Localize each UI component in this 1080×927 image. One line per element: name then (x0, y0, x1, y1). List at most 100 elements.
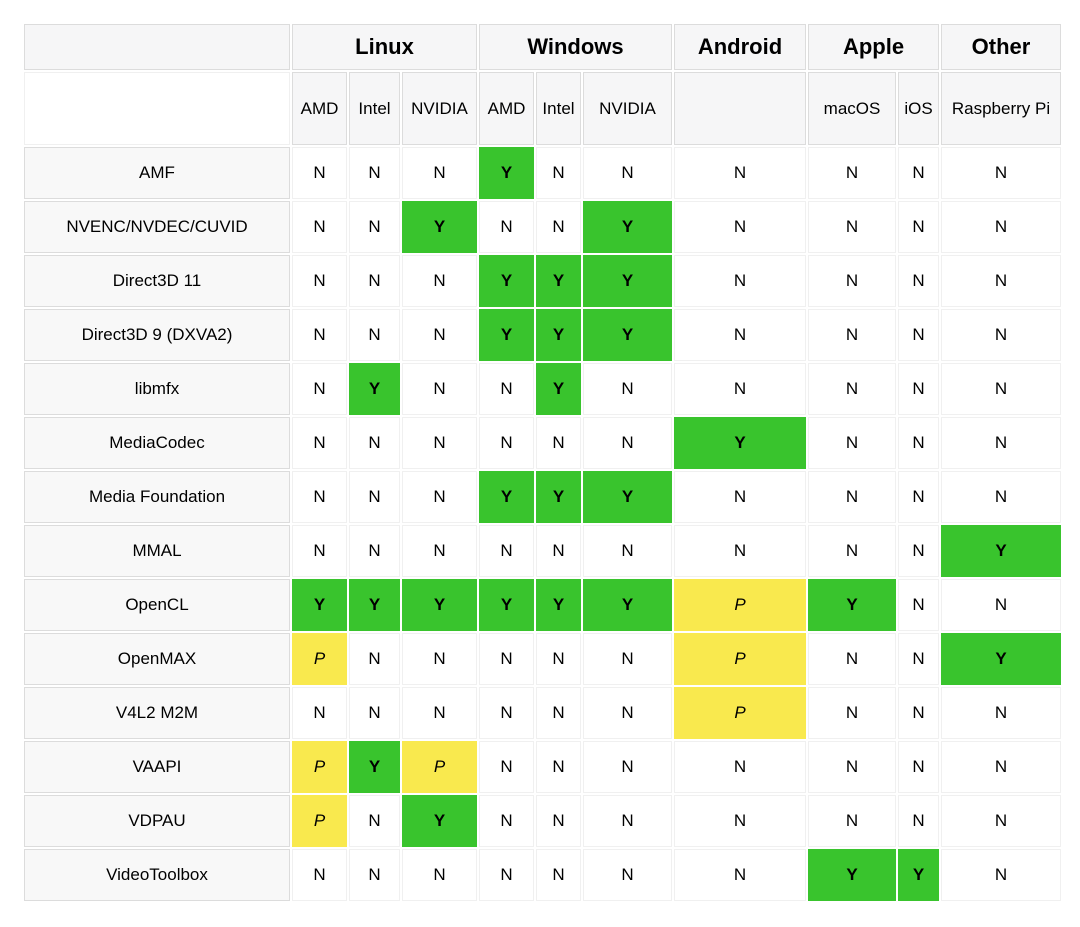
cell-amf-windows-amd: Y (479, 147, 534, 199)
cell-nvenc-nvdec-cuvid-ios: N (898, 201, 939, 253)
platform-header-android: Android (674, 24, 806, 70)
cell-vaapi-macos: N (808, 741, 896, 793)
row-label-direct3d-9-dxva2: Direct3D 9 (DXVA2) (24, 309, 290, 361)
row-label-media-foundation: Media Foundation (24, 471, 290, 523)
table-row-libmfx: libmfx N Y N N Y N N N N N (24, 363, 1061, 415)
vendor-header-raspberry-pi: Raspberry Pi (941, 72, 1061, 145)
cell-v4l2-m2m-windows-amd: N (479, 687, 534, 739)
cell-videotoolbox-ios: Y (898, 849, 939, 901)
cell-vaapi-ios: N (898, 741, 939, 793)
cell-libmfx-windows-nvidia: N (583, 363, 672, 415)
vendor-header-windows-nvidia: NVIDIA (583, 72, 672, 145)
table-row-v4l2-m2m: V4L2 M2M N N N N N N P N N N (24, 687, 1061, 739)
row-label-openmax: OpenMAX (24, 633, 290, 685)
cell-libmfx-linux-amd: N (292, 363, 347, 415)
cell-videotoolbox-linux-nvidia: N (402, 849, 477, 901)
cell-mediacodec-linux-amd: N (292, 417, 347, 469)
cell-amf-macos: N (808, 147, 896, 199)
cell-vaapi-linux-nvidia: P (402, 741, 477, 793)
cell-vdpau-linux-amd: P (292, 795, 347, 847)
cell-direct3d-9-dxva2-windows-intel: Y (536, 309, 581, 361)
platform-header-apple: Apple (808, 24, 939, 70)
cell-videotoolbox-linux-amd: N (292, 849, 347, 901)
cell-nvenc-nvdec-cuvid-linux-amd: N (292, 201, 347, 253)
cell-direct3d-9-dxva2-macos: N (808, 309, 896, 361)
platform-header-row: Linux Windows Android Apple Other (24, 24, 1061, 70)
cell-libmfx-linux-nvidia: N (402, 363, 477, 415)
table-body: AMF N N N Y N N N N N N NVENC/NVDEC/CUVID N N Y N N Y N N N N… (24, 147, 1061, 901)
cell-direct3d-9-dxva2-linux-nvidia: N (402, 309, 477, 361)
cell-openmax-macos: N (808, 633, 896, 685)
cell-mmal-linux-intel: N (349, 525, 400, 577)
cell-v4l2-m2m-linux-intel: N (349, 687, 400, 739)
cell-videotoolbox-windows-intel: N (536, 849, 581, 901)
cell-openmax-raspberry-pi: Y (941, 633, 1061, 685)
cell-nvenc-nvdec-cuvid-android: N (674, 201, 806, 253)
cell-direct3d-9-dxva2-android: N (674, 309, 806, 361)
cell-opencl-linux-intel: Y (349, 579, 400, 631)
table-row-opencl: OpenCL Y Y Y Y Y Y P Y N N (24, 579, 1061, 631)
platform-header-other: Other (941, 24, 1061, 70)
table-row-mediacodec: MediaCodec N N N N N N Y N N N (24, 417, 1061, 469)
cell-media-foundation-windows-nvidia: Y (583, 471, 672, 523)
vendor-header-linux-intel: Intel (349, 72, 400, 145)
row-label-vdpau: VDPAU (24, 795, 290, 847)
cell-mmal-linux-nvidia: N (402, 525, 477, 577)
cell-vaapi-windows-intel: N (536, 741, 581, 793)
cell-v4l2-m2m-linux-nvidia: N (402, 687, 477, 739)
vendor-header-android (674, 72, 806, 145)
cell-openmax-linux-nvidia: N (402, 633, 477, 685)
hwaccel-support-table: Linux Windows Android Apple Other AMD Intel NV… (22, 22, 1063, 903)
cell-videotoolbox-macos: Y (808, 849, 896, 901)
row-label-mmal: MMAL (24, 525, 290, 577)
cell-direct3d-11-ios: N (898, 255, 939, 307)
cell-vaapi-linux-intel: Y (349, 741, 400, 793)
cell-direct3d-9-dxva2-linux-amd: N (292, 309, 347, 361)
cell-openmax-windows-intel: N (536, 633, 581, 685)
table-row-amf: AMF N N N Y N N N N N N (24, 147, 1061, 199)
cell-mediacodec-macos: N (808, 417, 896, 469)
row-label-nvenc-nvdec-cuvid: NVENC/NVDEC/CUVID (24, 201, 290, 253)
cell-mediacodec-ios: N (898, 417, 939, 469)
cell-vdpau-windows-amd: N (479, 795, 534, 847)
cell-media-foundation-macos: N (808, 471, 896, 523)
cell-amf-windows-intel: N (536, 147, 581, 199)
table-header: Linux Windows Android Apple Other AMD Intel NV… (24, 24, 1061, 145)
cell-direct3d-11-windows-nvidia: Y (583, 255, 672, 307)
cell-libmfx-android: N (674, 363, 806, 415)
cell-direct3d-11-raspberry-pi: N (941, 255, 1061, 307)
cell-libmfx-macos: N (808, 363, 896, 415)
cell-nvenc-nvdec-cuvid-linux-nvidia: Y (402, 201, 477, 253)
row-label-vaapi: VAAPI (24, 741, 290, 793)
cell-mediacodec-raspberry-pi: N (941, 417, 1061, 469)
cell-amf-linux-amd: N (292, 147, 347, 199)
cell-direct3d-9-dxva2-windows-nvidia: Y (583, 309, 672, 361)
cell-opencl-ios: N (898, 579, 939, 631)
cell-opencl-linux-amd: Y (292, 579, 347, 631)
cell-nvenc-nvdec-cuvid-windows-amd: N (479, 201, 534, 253)
cell-vdpau-linux-intel: N (349, 795, 400, 847)
cell-openmax-ios: N (898, 633, 939, 685)
cell-vdpau-raspberry-pi: N (941, 795, 1061, 847)
cell-videotoolbox-windows-nvidia: N (583, 849, 672, 901)
cell-opencl-windows-amd: Y (479, 579, 534, 631)
cell-vdpau-linux-nvidia: Y (402, 795, 477, 847)
row-label-direct3d-11: Direct3D 11 (24, 255, 290, 307)
cell-opencl-raspberry-pi: N (941, 579, 1061, 631)
cell-videotoolbox-raspberry-pi: N (941, 849, 1061, 901)
cell-media-foundation-windows-amd: Y (479, 471, 534, 523)
cell-vdpau-android: N (674, 795, 806, 847)
cell-openmax-windows-amd: N (479, 633, 534, 685)
cell-direct3d-9-dxva2-linux-intel: N (349, 309, 400, 361)
table-row-mmal: MMAL N N N N N N N N N Y (24, 525, 1061, 577)
cell-direct3d-11-linux-intel: N (349, 255, 400, 307)
table-row-nvenc-nvdec-cuvid: NVENC/NVDEC/CUVID N N Y N N Y N N N N (24, 201, 1061, 253)
cell-direct3d-9-dxva2-windows-amd: Y (479, 309, 534, 361)
cell-media-foundation-raspberry-pi: N (941, 471, 1061, 523)
cell-libmfx-linux-intel: Y (349, 363, 400, 415)
cell-nvenc-nvdec-cuvid-macos: N (808, 201, 896, 253)
table-corner-cell (24, 24, 290, 70)
cell-mediacodec-linux-nvidia: N (402, 417, 477, 469)
cell-vaapi-windows-amd: N (479, 741, 534, 793)
cell-mmal-macos: N (808, 525, 896, 577)
